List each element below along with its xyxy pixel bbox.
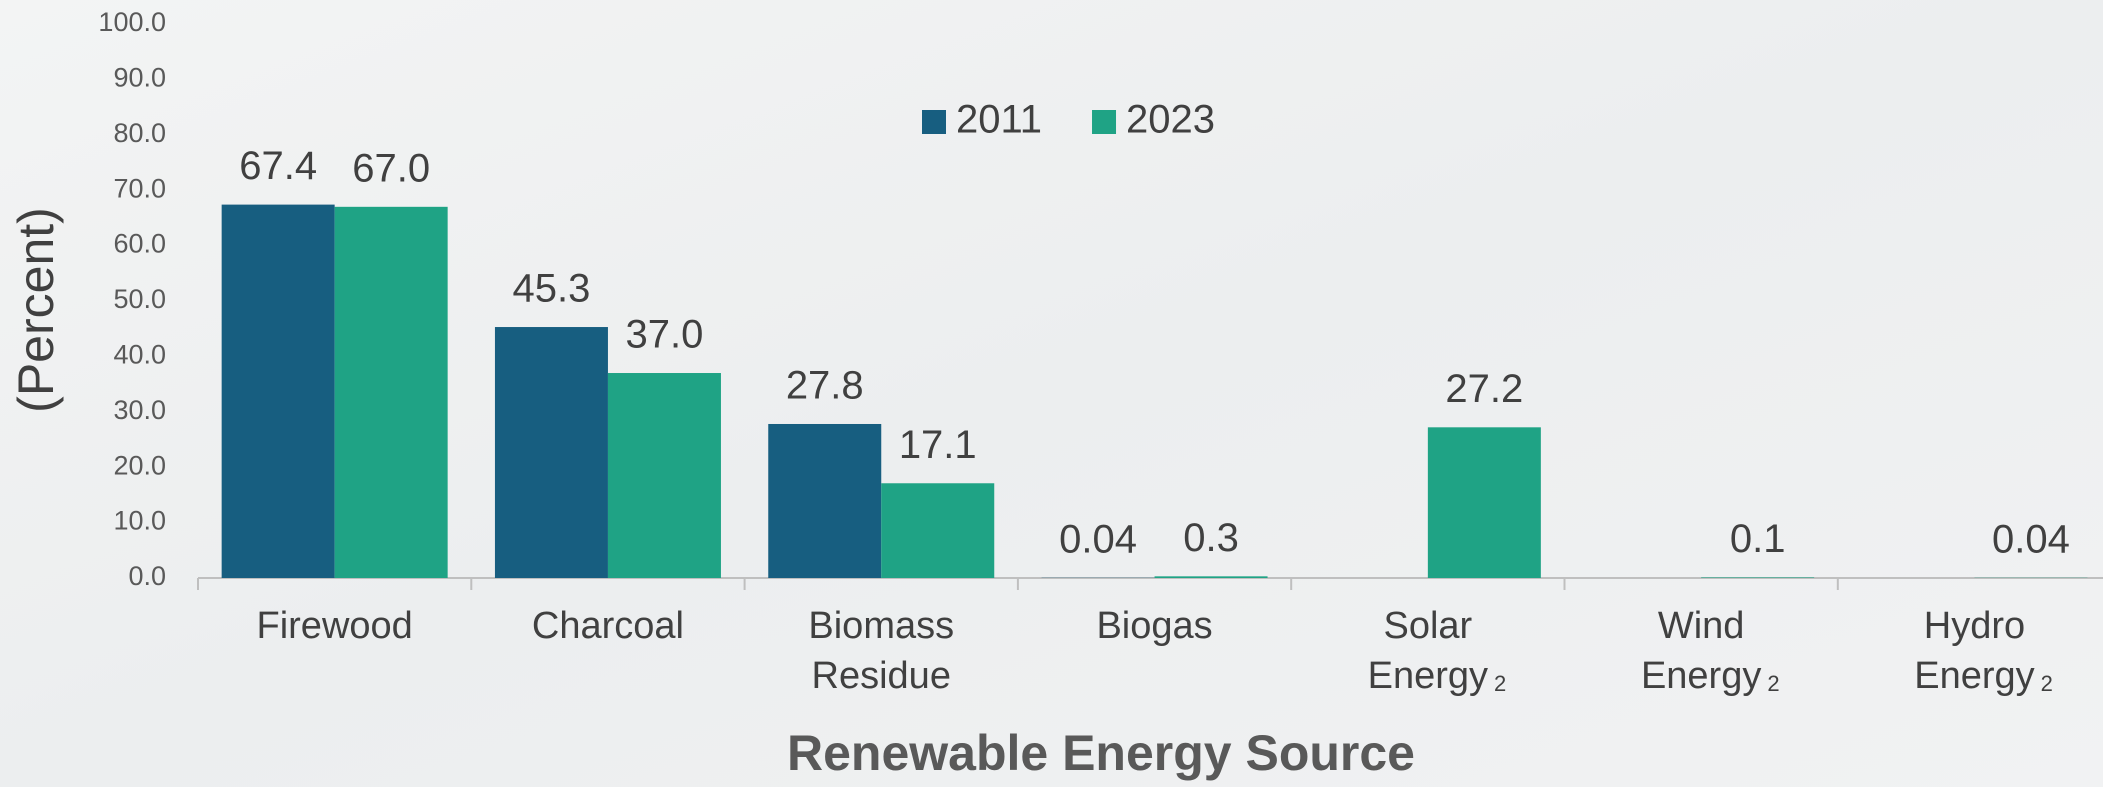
y-tick-label: 40.0 <box>113 340 166 370</box>
bar <box>881 483 994 578</box>
y-tick-label: 50.0 <box>113 284 166 314</box>
legend-label: 2011 <box>956 98 1042 142</box>
value-label: 17.1 <box>899 423 977 467</box>
x-tick-label: Energy <box>1368 655 1488 697</box>
y-tick-label: 20.0 <box>113 450 166 480</box>
value-label: 27.2 <box>1445 367 1523 411</box>
value-label: 0.04 <box>1992 517 2070 561</box>
x-tick-label: Biogas <box>1096 605 1212 647</box>
x-axis-title: Renewable Energy Source <box>787 725 1415 781</box>
value-label: 0.3 <box>1183 516 1239 560</box>
x-tick-label: Firewood <box>257 605 413 647</box>
value-label: 67.4 <box>239 144 317 188</box>
y-tick-label: 70.0 <box>113 173 166 203</box>
bar <box>1701 577 1814 578</box>
value-label: 0.1 <box>1730 517 1786 561</box>
legend-swatch <box>1092 110 1116 134</box>
y-tick-label: 30.0 <box>113 395 166 425</box>
bar <box>768 424 881 578</box>
value-label: 67.0 <box>352 146 430 190</box>
y-tick-label: 80.0 <box>113 118 166 148</box>
value-label: 37.0 <box>626 313 704 357</box>
x-tick-label: Solar <box>1383 605 1472 647</box>
legend-label: 2023 <box>1126 98 1215 142</box>
bar <box>495 327 608 578</box>
y-axis-title: (Percent) <box>8 207 64 413</box>
y-tick-label: 10.0 <box>113 506 166 536</box>
x-tick-label: Charcoal <box>532 605 684 647</box>
y-tick-label: 100.0 <box>98 7 166 37</box>
x-tick-label: Residue <box>812 655 951 697</box>
bar <box>222 205 335 578</box>
x-tick-label: Biomass <box>808 605 954 647</box>
x-tick-label: Wind <box>1658 605 1745 647</box>
value-label: 0.04 <box>1059 517 1137 561</box>
y-tick-label: 60.0 <box>113 229 166 259</box>
value-label: 45.3 <box>513 267 591 311</box>
chart: (Percent) Renewable Energy Source 0.0 10.… <box>0 0 2103 787</box>
y-tick-label: 90.0 <box>113 63 166 93</box>
bar <box>1155 576 1268 578</box>
page: (Percent) Renewable Energy Source 0.0 10.… <box>0 0 2103 787</box>
x-tick-label: Hydro <box>1924 605 2025 647</box>
legend-swatch <box>922 110 946 134</box>
x-tick-label: Energy <box>1641 655 1761 697</box>
bar <box>1428 427 1541 578</box>
bar <box>335 207 448 578</box>
x-tick-footnote: 2 <box>1494 671 1506 696</box>
bar <box>608 373 721 578</box>
x-tick-label: Energy <box>1914 655 2034 697</box>
x-tick-footnote: 2 <box>1767 671 1779 696</box>
y-tick-label: 0.0 <box>128 561 166 591</box>
value-label: 27.8 <box>786 364 864 408</box>
x-tick-footnote: 2 <box>2041 671 2053 696</box>
